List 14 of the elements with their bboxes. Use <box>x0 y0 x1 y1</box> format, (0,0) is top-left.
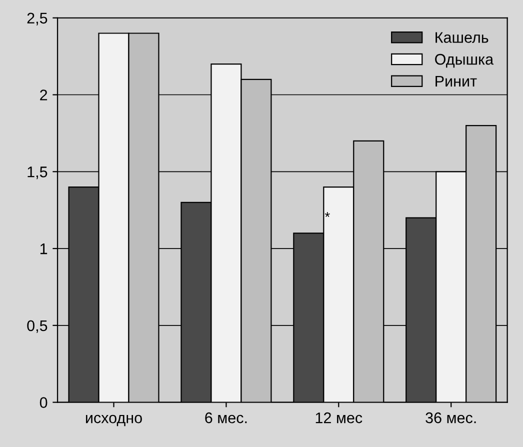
y-tick-label: 2,5 <box>27 12 48 26</box>
y-tick-label: 2 <box>40 90 48 100</box>
y-tick-label: 0,5 <box>27 320 48 333</box>
x-tick-label: 36 мес. <box>426 412 476 424</box>
y-tick-label: 0 <box>40 397 48 408</box>
x-tick-label: 12 мес <box>316 412 362 424</box>
y-tick-label: 1,5 <box>28 166 48 180</box>
legend-label: Кашель <box>436 32 488 43</box>
x-tick-label: исходно <box>86 414 142 426</box>
annotation: * <box>324 212 330 217</box>
x-tick-label: 6 мес. <box>205 412 247 424</box>
legend-label: Одышка <box>435 54 494 68</box>
y-tick-label: 1 <box>40 244 48 254</box>
legend-label: Ринит <box>436 76 477 86</box>
